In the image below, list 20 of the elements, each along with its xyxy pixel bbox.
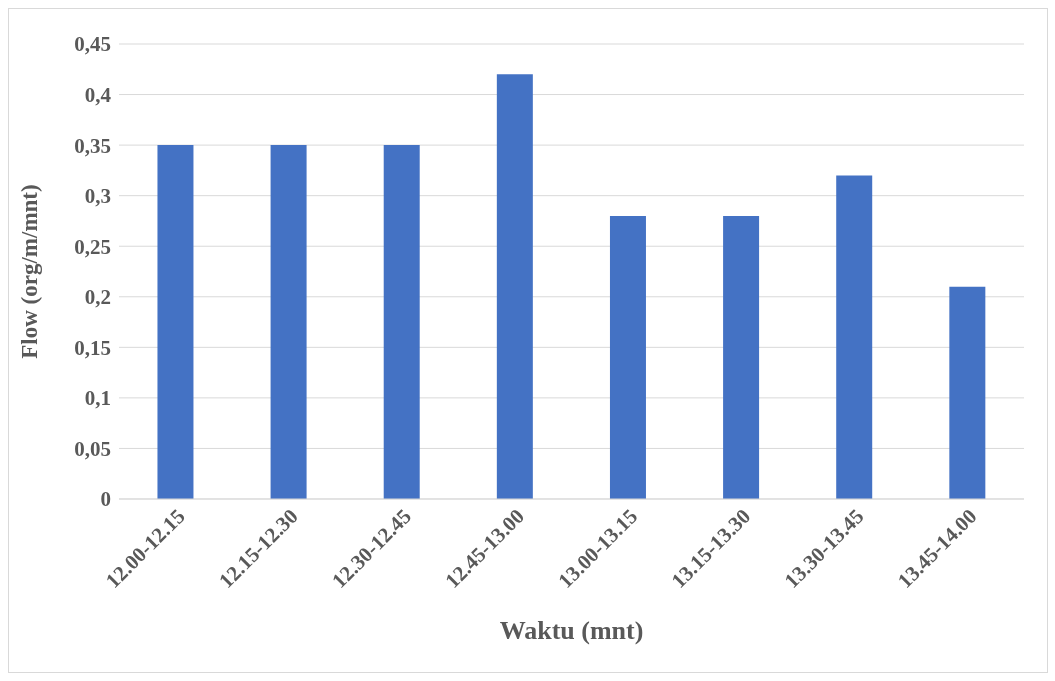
bar	[723, 215, 760, 499]
y-tick-label: 0,2	[84, 285, 111, 310]
bar	[836, 175, 873, 499]
bar	[157, 145, 194, 499]
bar	[383, 145, 420, 499]
bar	[496, 74, 533, 499]
y-tick-label: 0,15	[74, 335, 111, 360]
y-tick-label: 0,4	[84, 83, 112, 108]
y-tick-label: 0,45	[74, 32, 111, 57]
y-tick-label: 0	[100, 487, 111, 512]
y-tick-label: 0,05	[74, 436, 111, 461]
y-axis-title: Flow (org/m/mnt)	[17, 184, 43, 359]
y-tick-label: 0,1	[84, 386, 111, 411]
bar	[609, 215, 646, 499]
y-tick-label: 0,35	[74, 133, 111, 158]
y-tick-label: 0,3	[84, 184, 111, 209]
bar	[270, 145, 307, 499]
y-tick-label: 0,25	[74, 234, 111, 259]
bar	[949, 286, 986, 499]
x-axis-title: Waktu (mnt)	[499, 616, 644, 645]
